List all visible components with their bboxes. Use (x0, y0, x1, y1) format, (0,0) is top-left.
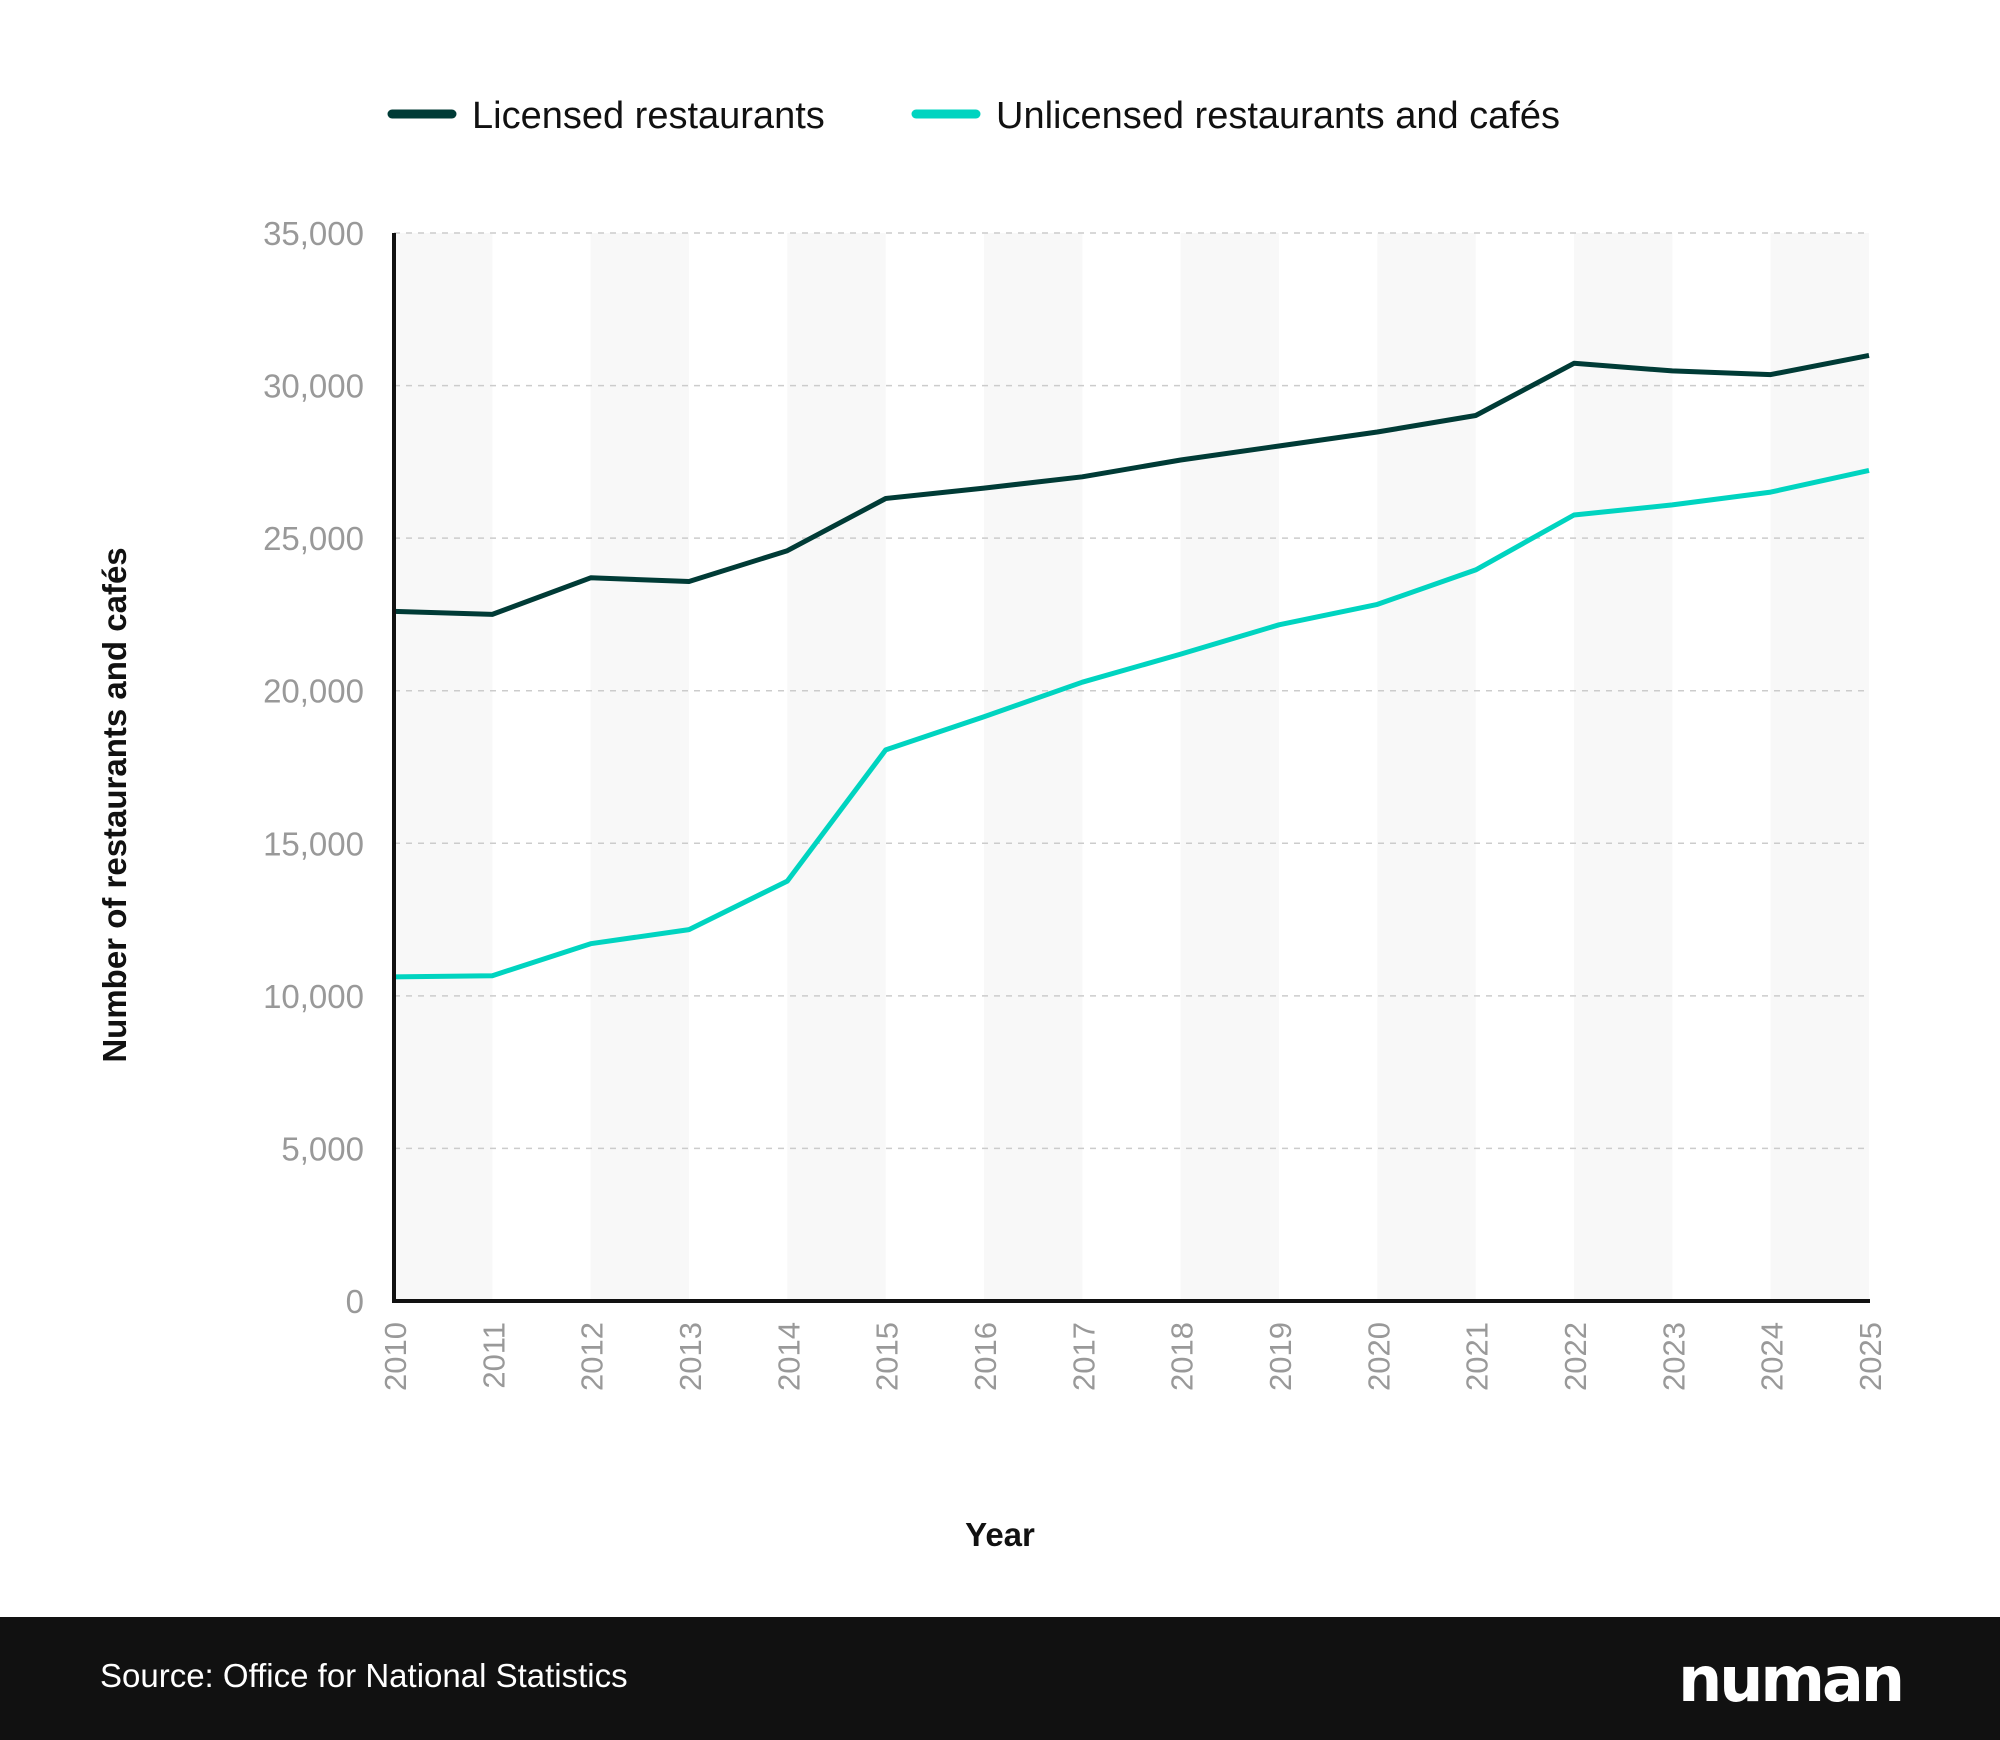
background-band (1574, 233, 1673, 1301)
y-tick-label: 5,000 (281, 1130, 364, 1167)
series-line (393, 352, 1870, 617)
legend-label: Licensed restaurants (472, 95, 825, 137)
y-tick-labels: 0 5,000 10,000 15,000 20,000 25,000 30,000 35,0… (263, 215, 364, 1320)
y-tick-label: 25,000 (263, 520, 364, 557)
background-band (1770, 233, 1869, 1301)
x-tick-labels: 2010 2011 2012 2013 2014 2015 2016 2017 2018 2019… (378, 1322, 1888, 1391)
background-band (590, 233, 689, 1301)
source-text: Source: Office for National Statistics (100, 1657, 628, 1694)
y-tick-label: 0 (346, 1283, 364, 1320)
series-line (393, 467, 1870, 980)
y-tick-label: 15,000 (263, 825, 364, 862)
y-tick-label: 30,000 (263, 368, 364, 405)
y-tick-label: 20,000 (263, 673, 364, 710)
legend-label: Unlicensed restaurants and cafés (996, 95, 1560, 137)
x-tick-label: 2014 (771, 1322, 806, 1391)
legend: Licensed restaurants Unlicensed restauran… (387, 95, 1560, 137)
x-tick-label: 2017 (1066, 1322, 1101, 1391)
numan-logo: numan (1678, 1643, 1905, 1716)
background-bands (394, 233, 1869, 1301)
x-tick-label: 2021 (1460, 1322, 1495, 1391)
x-tick-label: 2015 (870, 1322, 905, 1391)
x-tick-label: 2022 (1558, 1322, 1593, 1391)
background-band (984, 233, 1083, 1301)
line-chart: 0 5,000 10,000 15,000 20,000 25,000 30,000 35,0… (96, 95, 1888, 1553)
x-tick-label: 2020 (1361, 1322, 1396, 1391)
grid-lines (394, 232, 1869, 1150)
x-tick-label: 2018 (1165, 1322, 1200, 1391)
background-band (394, 233, 493, 1301)
x-tick-label: 2013 (673, 1322, 708, 1391)
x-tick-label: 2025 (1853, 1322, 1888, 1391)
x-tick-label: 2011 (476, 1322, 511, 1389)
x-tick-label: 2010 (378, 1322, 413, 1391)
x-tick-label: 2023 (1656, 1322, 1691, 1391)
x-axis-label: Year (965, 1516, 1035, 1553)
x-tick-label: 2024 (1755, 1322, 1790, 1391)
background-band (1180, 233, 1279, 1301)
y-tick-label: 10,000 (263, 978, 364, 1015)
series-lines (393, 352, 1870, 980)
x-tick-label: 2012 (575, 1322, 610, 1391)
footer: Source: Office for National Statistics n… (0, 1617, 2000, 1740)
y-axis-label: Number of restaurants and cafés (96, 547, 133, 1062)
x-tick-label: 2019 (1263, 1322, 1298, 1391)
y-tick-label: 35,000 (263, 215, 364, 252)
background-band (787, 233, 886, 1301)
background-band (1377, 233, 1476, 1301)
x-tick-label: 2016 (968, 1322, 1003, 1391)
